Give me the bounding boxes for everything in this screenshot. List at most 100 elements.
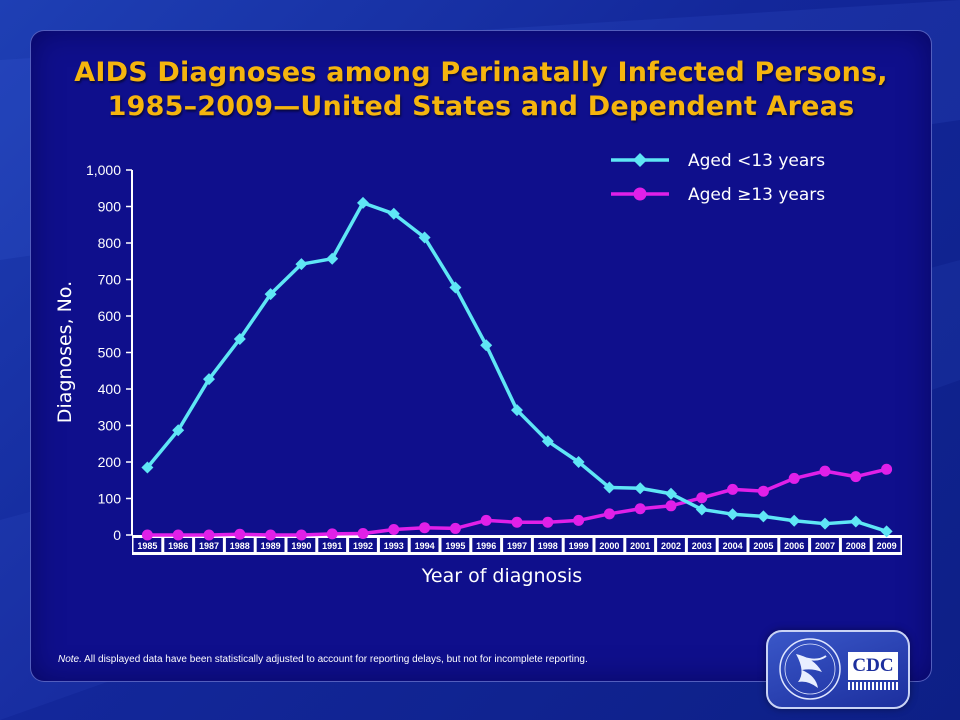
y-tick-label: 900	[98, 199, 122, 215]
data-point-under-13	[233, 332, 246, 345]
data-point-under-13	[418, 231, 431, 244]
data-point-13-and-older	[357, 528, 369, 540]
y-tick-label: 200	[98, 454, 122, 470]
cdc-logo-text: CDC	[848, 652, 898, 680]
x-tick-label: 2005	[753, 541, 773, 551]
data-point-13-and-older	[234, 528, 246, 540]
data-point-under-13	[480, 339, 493, 352]
data-point-under-13	[357, 196, 369, 209]
x-category-cell	[256, 538, 285, 552]
data-point-13-and-older	[388, 524, 400, 536]
x-category-cell	[379, 538, 408, 552]
data-point-under-13	[295, 258, 308, 271]
data-point-13-and-older	[634, 503, 646, 515]
x-tick-label: 1986	[168, 541, 188, 551]
x-category-cell	[133, 538, 162, 552]
data-point-under-13	[757, 510, 770, 523]
x-category-cell	[287, 538, 316, 552]
data-point-13-and-older	[727, 483, 739, 495]
x-category-cell	[195, 538, 223, 552]
x-tick-label: 1993	[384, 541, 404, 551]
x-tick-label: 2004	[723, 541, 743, 551]
y-tick-label: 0	[113, 527, 121, 543]
x-category-cell	[225, 538, 254, 552]
data-point-under-13	[572, 456, 585, 468]
data-point-13-and-older	[850, 471, 862, 483]
data-point-13-and-older	[881, 463, 893, 475]
series-line-under-13	[146, 201, 888, 534]
x-category-cell	[718, 538, 747, 552]
data-point-under-13	[880, 525, 893, 538]
x-category-cell	[749, 538, 778, 552]
chart-title: AIDS Diagnoses among Perinatally Infecte…	[31, 56, 931, 124]
cdc-logo-stripes	[848, 682, 898, 690]
data-point-under-13	[849, 515, 862, 528]
data-point-under-13	[172, 424, 185, 437]
data-point-13-and-older	[265, 529, 277, 541]
data-point-under-13	[203, 373, 215, 386]
legend-label: Aged ≥13 years	[688, 185, 825, 205]
y-tick-label: 600	[98, 308, 122, 324]
data-point-13-and-older	[449, 522, 461, 534]
x-category-cell	[626, 538, 655, 552]
x-tick-label: 1990	[291, 541, 311, 551]
data-point-under-13	[665, 487, 677, 500]
x-category-cell	[657, 538, 685, 552]
data-point-13-and-older	[141, 529, 153, 541]
x-tick-label: 1988	[230, 541, 250, 551]
slide-panel: AIDS Diagnoses among Perinatally Infecte…	[30, 30, 932, 682]
data-point-under-13	[141, 461, 154, 474]
data-point-under-13	[603, 481, 616, 494]
data-point-under-13	[788, 514, 801, 527]
data-point-under-13	[326, 252, 339, 265]
data-point-13-and-older	[757, 485, 769, 497]
x-tick-label: 2008	[846, 541, 866, 551]
x-tick-label: 2000	[599, 541, 619, 551]
x-category-cell	[441, 538, 470, 552]
y-tick-label: 500	[98, 345, 122, 361]
x-category-cell	[318, 538, 347, 552]
x-category-cell	[503, 538, 531, 552]
y-tick-label: 100	[98, 491, 122, 507]
legend-label: Aged <13 years	[688, 151, 825, 171]
data-point-13-and-older	[573, 514, 585, 526]
data-point-13-and-older	[419, 522, 431, 534]
data-point-13-and-older	[172, 529, 184, 541]
x-tick-label: 1989	[261, 541, 281, 551]
data-point-under-13	[264, 288, 277, 301]
data-point-13-and-older	[326, 528, 338, 540]
x-tick-label: 1985	[137, 541, 157, 551]
x-tick-label: 1999	[569, 541, 589, 551]
legend-circle-marker	[633, 187, 647, 201]
data-point-13-and-older	[295, 529, 307, 541]
footnote: Note. All displayed data have been stati…	[58, 654, 588, 665]
y-tick-label: 1,000	[86, 162, 121, 178]
x-tick-label: 2001	[630, 541, 650, 551]
data-point-13-and-older	[480, 514, 492, 526]
x-tick-label: 1995	[445, 541, 465, 551]
y-tick-label: 300	[98, 418, 122, 434]
data-point-under-13	[541, 435, 554, 448]
x-category-cell	[410, 538, 439, 552]
x-tick-label: 1996	[476, 541, 496, 551]
data-point-under-13	[819, 517, 831, 530]
data-point-under-13	[634, 482, 647, 495]
data-point-13-and-older	[203, 529, 215, 541]
footnote-text: All displayed data have been statistical…	[81, 654, 588, 665]
x-category-cell	[780, 538, 809, 552]
data-point-under-13	[387, 207, 400, 220]
data-point-13-and-older	[788, 472, 800, 484]
x-tick-label: 1987	[199, 541, 219, 551]
legend-diamond-marker	[633, 153, 647, 167]
x-category-cell	[872, 538, 901, 552]
x-tick-label: 2002	[661, 541, 681, 551]
data-point-under-13	[449, 281, 462, 294]
x-axis-title: Year of diagnosis	[421, 565, 582, 587]
data-point-under-13	[695, 503, 708, 516]
data-point-13-and-older	[665, 500, 677, 512]
data-point-13-and-older	[603, 508, 615, 520]
hhs-eagle-emblem	[779, 638, 841, 700]
x-category-cell	[349, 538, 377, 552]
data-point-under-13	[511, 404, 523, 417]
x-category-cell	[533, 538, 562, 552]
